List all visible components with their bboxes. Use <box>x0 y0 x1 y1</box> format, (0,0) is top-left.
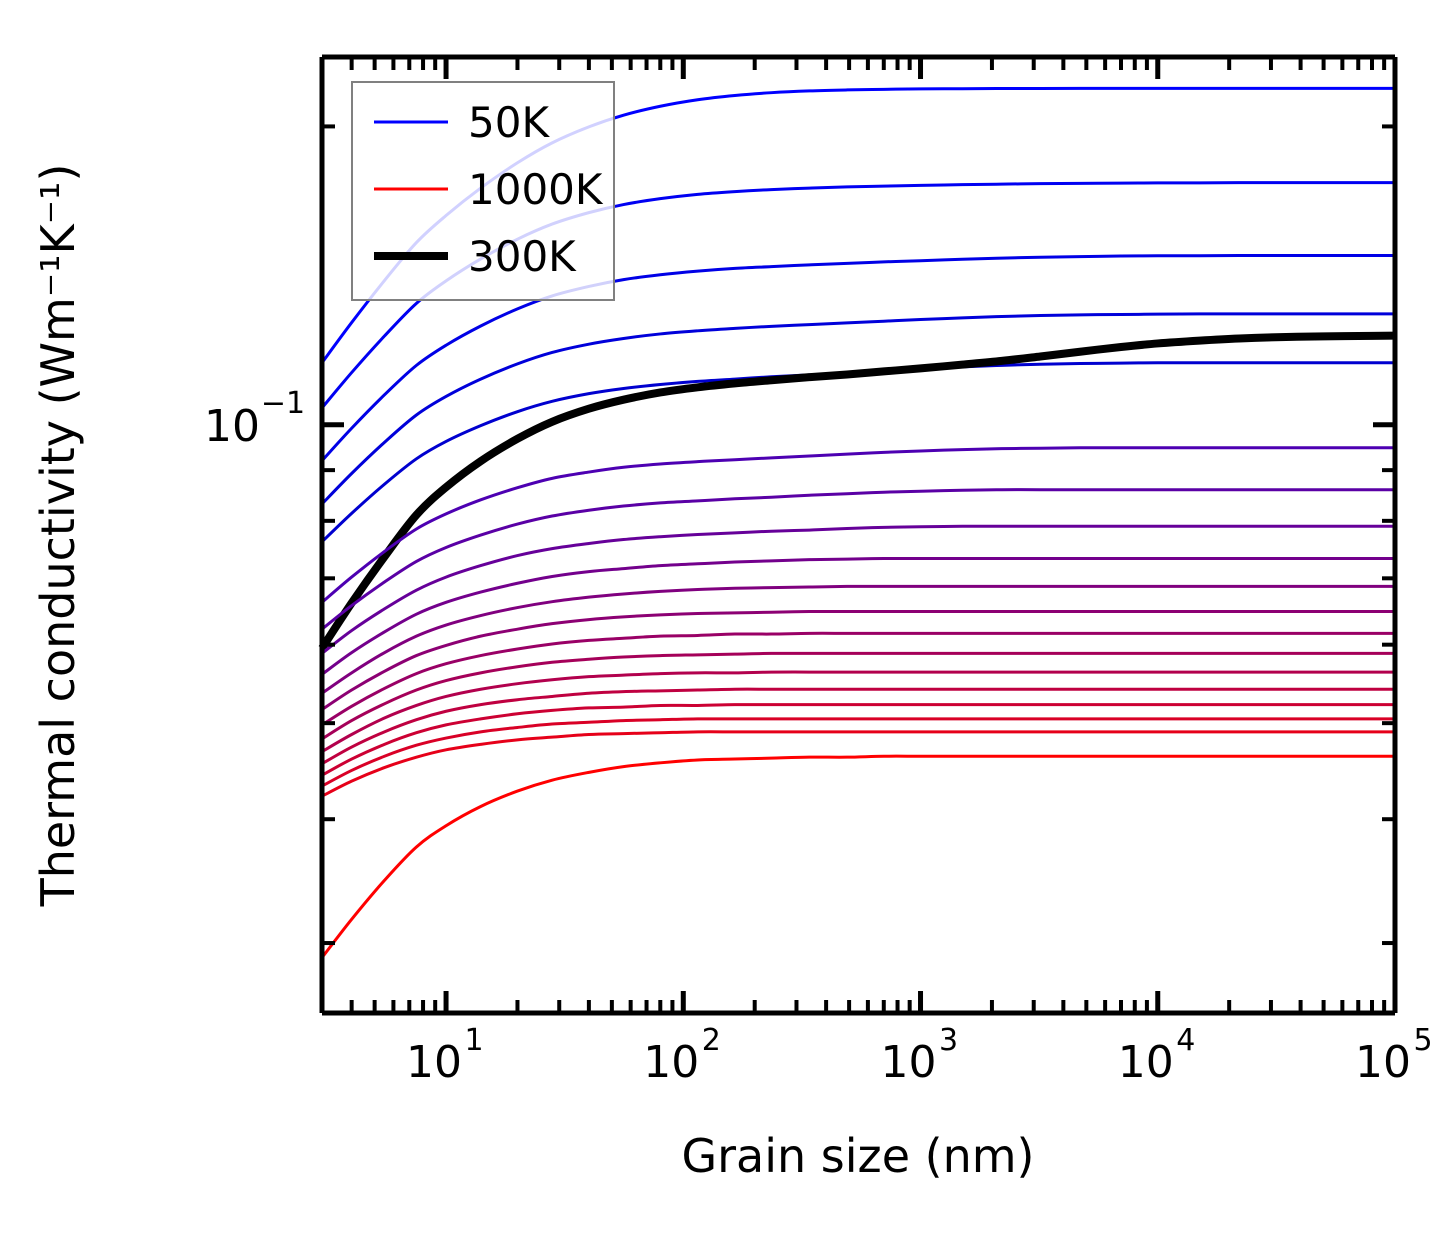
curve-650k <box>321 631 1395 727</box>
data-curves-group <box>318 86 1396 959</box>
y-axis-label: Thermal conductivity (Wm⁻¹K⁻¹) <box>31 164 85 908</box>
x-tick-label-3: 10 3 <box>881 1023 959 1088</box>
y-tick-exponent: −1 <box>261 386 305 421</box>
x-tick-mantissa: 10 <box>1118 1037 1174 1088</box>
axes-group <box>319 54 1398 1016</box>
curve-900k <box>321 717 1395 788</box>
curve-550k <box>321 584 1395 695</box>
curve-450k <box>321 524 1395 655</box>
x-tick-exponent: 1 <box>464 1023 483 1058</box>
legend: 50K 1000K 300K <box>351 81 615 301</box>
curve-600k <box>321 610 1395 711</box>
curve-500k <box>321 556 1395 676</box>
x-tick-exponent: 2 <box>702 1023 721 1058</box>
legend-label-50k: 50K <box>468 98 550 147</box>
x-tick-mantissa: 10 <box>1355 1037 1411 1088</box>
curve-150k <box>320 253 1395 462</box>
x-tick-mantissa: 10 <box>881 1037 937 1088</box>
x-axis-label: Grain size (nm) <box>682 1129 1035 1183</box>
legend-box <box>351 81 615 301</box>
x-tick-exponent: 4 <box>1176 1023 1195 1058</box>
x-tick-label-2: 10 2 <box>643 1023 721 1088</box>
x-tick-mantissa: 10 <box>406 1037 462 1088</box>
x-tick-labels-group: 10 1 10 2 10 3 10 4 10 5 <box>406 1023 1433 1088</box>
legend-label-300k: 300K <box>468 232 577 281</box>
curve-800k <box>321 687 1395 766</box>
y-tick-label-0.1: 10 −1 <box>204 386 305 452</box>
legend-label-1000k: 1000K <box>468 165 604 214</box>
y-tick-labels-group: 10 −1 <box>204 386 305 452</box>
curve-300k <box>318 331 1396 651</box>
curve-400k <box>321 488 1395 631</box>
legend-items-group: 50K 1000K 300K <box>374 98 604 281</box>
x-tick-exponent: 5 <box>1413 1023 1432 1058</box>
x-tick-label-5: 10 5 <box>1355 1023 1433 1088</box>
curve-850k <box>321 703 1395 777</box>
curve-350k <box>321 446 1395 604</box>
curve-1000k <box>320 754 1395 959</box>
x-tick-label-4: 10 4 <box>1118 1023 1196 1088</box>
x-tick-mantissa: 10 <box>643 1037 699 1088</box>
x-tick-exponent: 3 <box>939 1023 958 1058</box>
y-tick-mantissa: 10 <box>204 401 260 452</box>
curve-950k <box>321 730 1395 798</box>
curve-750k <box>321 670 1395 753</box>
curve-200k <box>320 312 1395 506</box>
curve-700k <box>321 651 1395 741</box>
x-tick-label-1: 10 1 <box>406 1023 484 1088</box>
